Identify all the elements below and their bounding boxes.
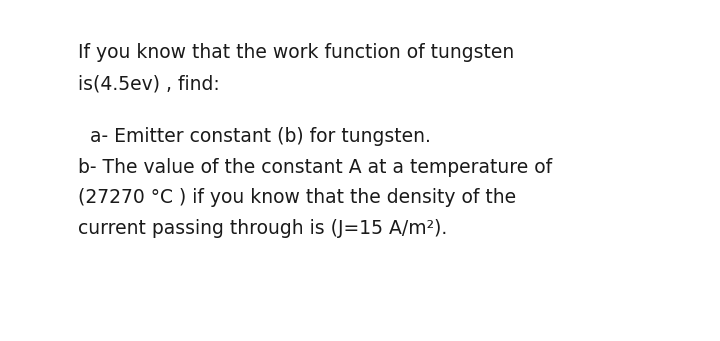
- Text: If you know that the work function of tungsten: If you know that the work function of tu…: [78, 43, 514, 62]
- Text: (27270 °C ) if you know that the density of the: (27270 °C ) if you know that the density…: [78, 188, 516, 207]
- Text: current passing through is (J=15 A/m²).: current passing through is (J=15 A/m²).: [78, 219, 447, 238]
- Text: b- The value of the constant A at a temperature of: b- The value of the constant A at a temp…: [78, 158, 552, 177]
- Text: a- Emitter constant (b) for tungsten.: a- Emitter constant (b) for tungsten.: [78, 127, 431, 146]
- Text: is(4.5ev) , find:: is(4.5ev) , find:: [78, 74, 220, 93]
